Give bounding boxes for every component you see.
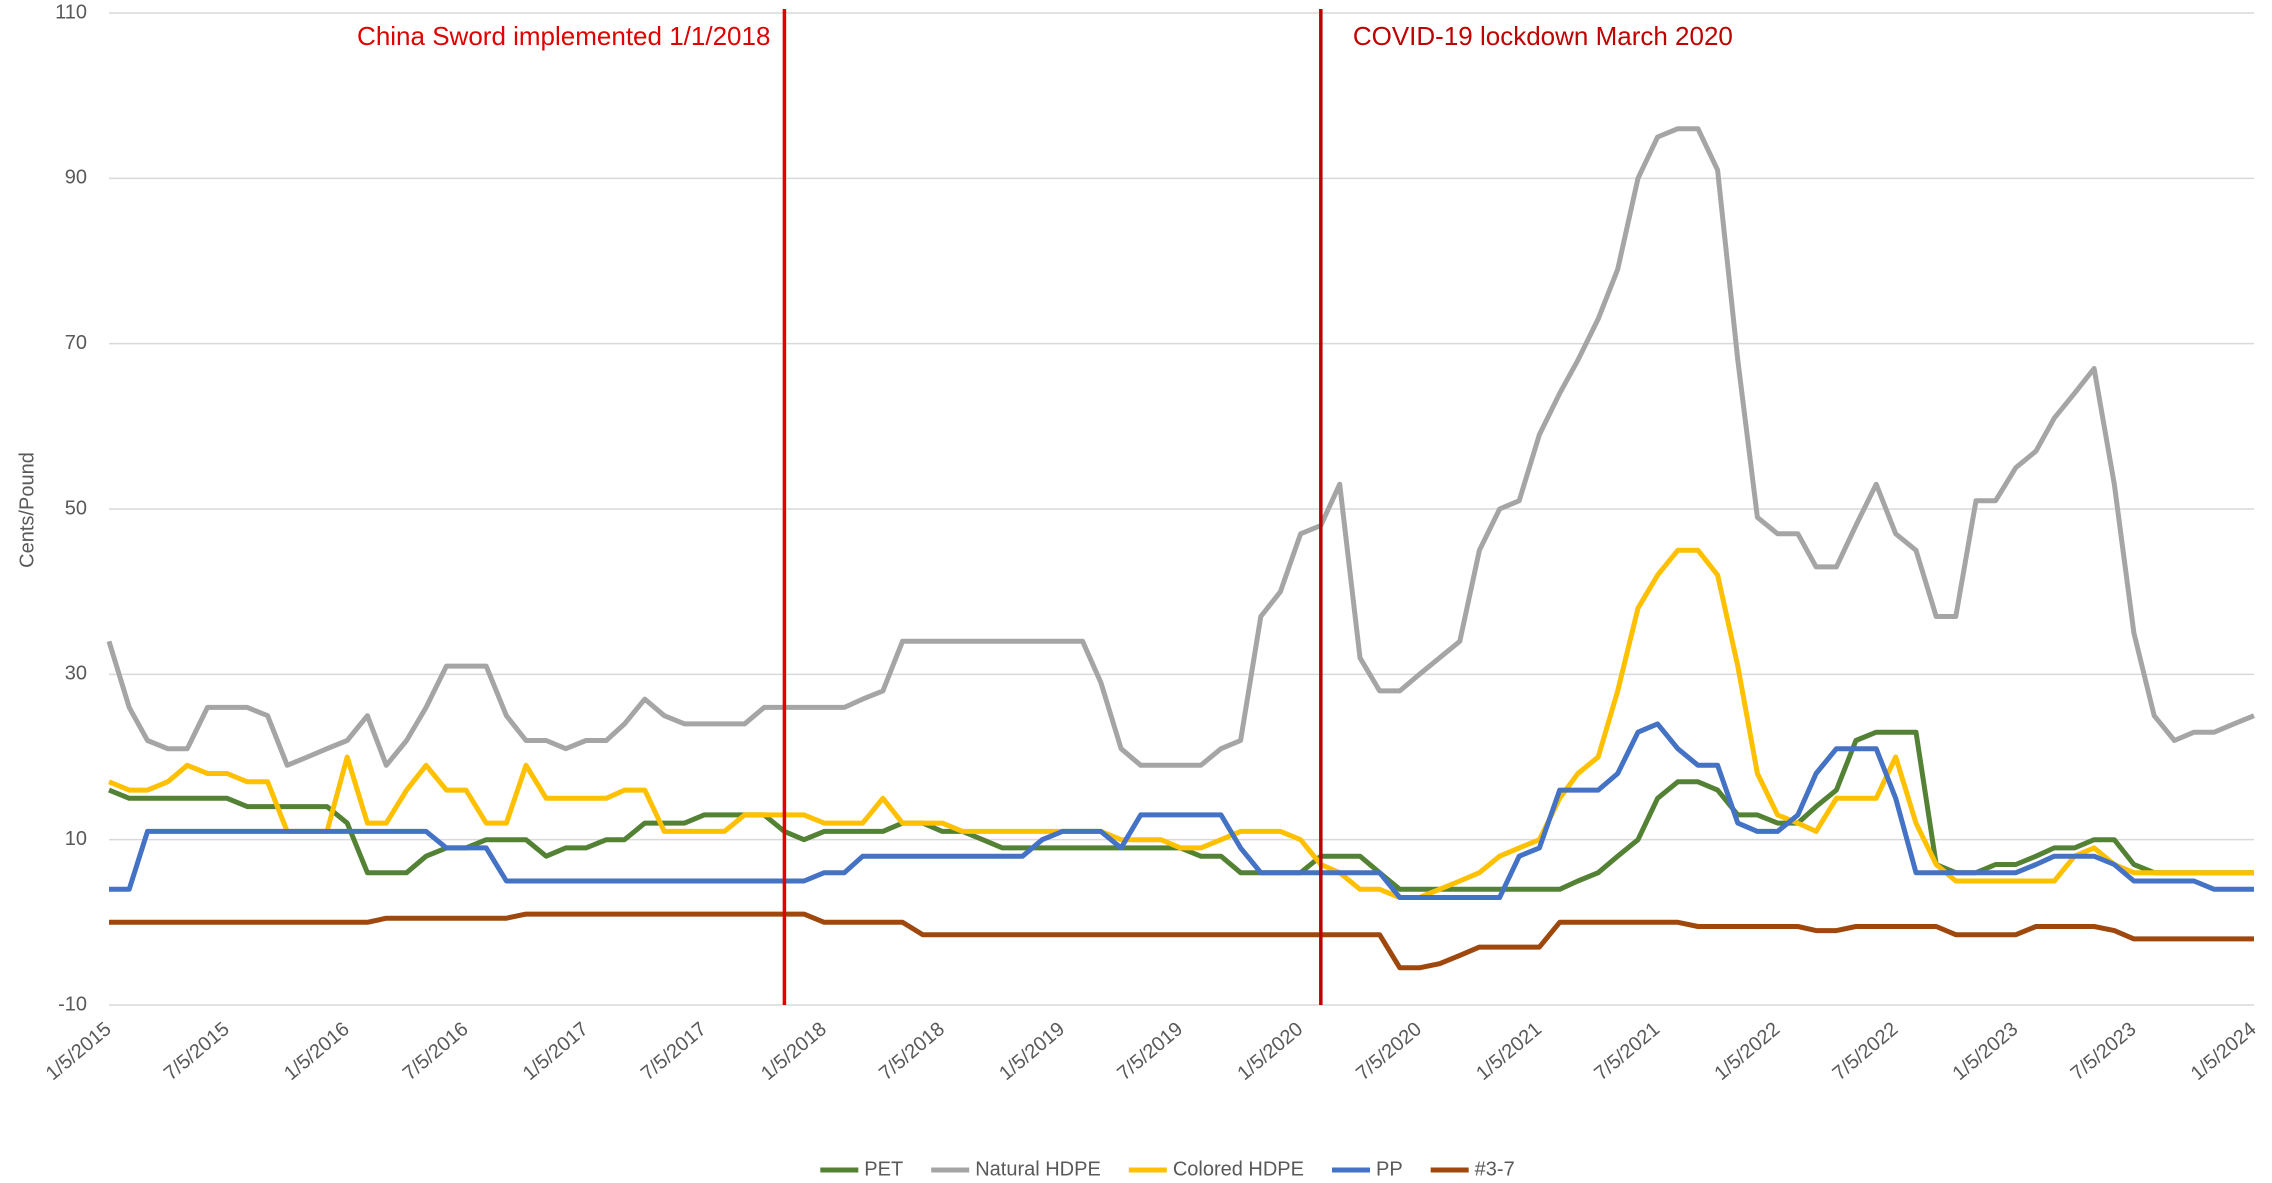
series-line bbox=[106, 126, 2255, 768]
x-tick-label: 7/5/2016 bbox=[399, 1018, 473, 1085]
series-line bbox=[108, 547, 2254, 900]
x-tick-label: 7/5/2022 bbox=[1829, 1018, 1903, 1085]
y-tick-label: -10 bbox=[58, 993, 87, 1015]
x-tick-label: 1/5/2022 bbox=[1710, 1018, 1784, 1085]
legend-label: Natural HDPE bbox=[975, 1158, 1101, 1180]
series-line bbox=[108, 729, 2254, 892]
x-tick-label: 7/5/2015 bbox=[160, 1018, 234, 1085]
x-tick-label: 7/5/2023 bbox=[2067, 1018, 2141, 1085]
x-tick-label: 7/5/2017 bbox=[637, 1018, 711, 1085]
y-tick-label: 50 bbox=[65, 497, 87, 519]
x-tick-label: 7/5/2021 bbox=[1590, 1018, 1664, 1085]
annotation-text: COVID-19 lockdown March 2020 bbox=[1353, 21, 1733, 51]
series-line bbox=[109, 911, 2254, 971]
x-tick-label: 1/5/2015 bbox=[42, 1018, 116, 1085]
legend-label: #3-7 bbox=[1475, 1158, 1515, 1180]
x-tick-label: 1/5/2019 bbox=[995, 1018, 1069, 1085]
x-tick-label: 7/5/2020 bbox=[1352, 1018, 1426, 1085]
x-tick-label: 1/5/2024 bbox=[2187, 1018, 2261, 1085]
y-axis-label: Cents/Pound bbox=[16, 452, 38, 568]
x-tick-label: 1/5/2021 bbox=[1472, 1018, 1546, 1085]
x-tick-label: 1/5/2020 bbox=[1233, 1018, 1307, 1085]
y-tick-label: 10 bbox=[65, 828, 87, 850]
legend-label: Colored HDPE bbox=[1173, 1158, 1304, 1180]
x-tick-label: 1/5/2016 bbox=[280, 1018, 354, 1085]
x-tick-label: 1/5/2017 bbox=[519, 1018, 593, 1085]
x-tick-label: 1/5/2018 bbox=[757, 1018, 831, 1085]
y-tick-label: 90 bbox=[65, 167, 87, 189]
series-line bbox=[109, 721, 2254, 900]
legend-label: PET bbox=[864, 1158, 903, 1180]
y-tick-label: 70 bbox=[65, 332, 87, 354]
annotation-text: China Sword implemented 1/1/2018 bbox=[357, 21, 770, 51]
y-tick-label: 110 bbox=[55, 1, 87, 23]
x-tick-label: 1/5/2023 bbox=[1949, 1018, 2023, 1085]
y-tick-label: 30 bbox=[65, 663, 87, 685]
legend-label: PP bbox=[1376, 1158, 1403, 1180]
x-tick-label: 7/5/2018 bbox=[875, 1018, 949, 1085]
x-tick-label: 7/5/2019 bbox=[1113, 1018, 1187, 1085]
